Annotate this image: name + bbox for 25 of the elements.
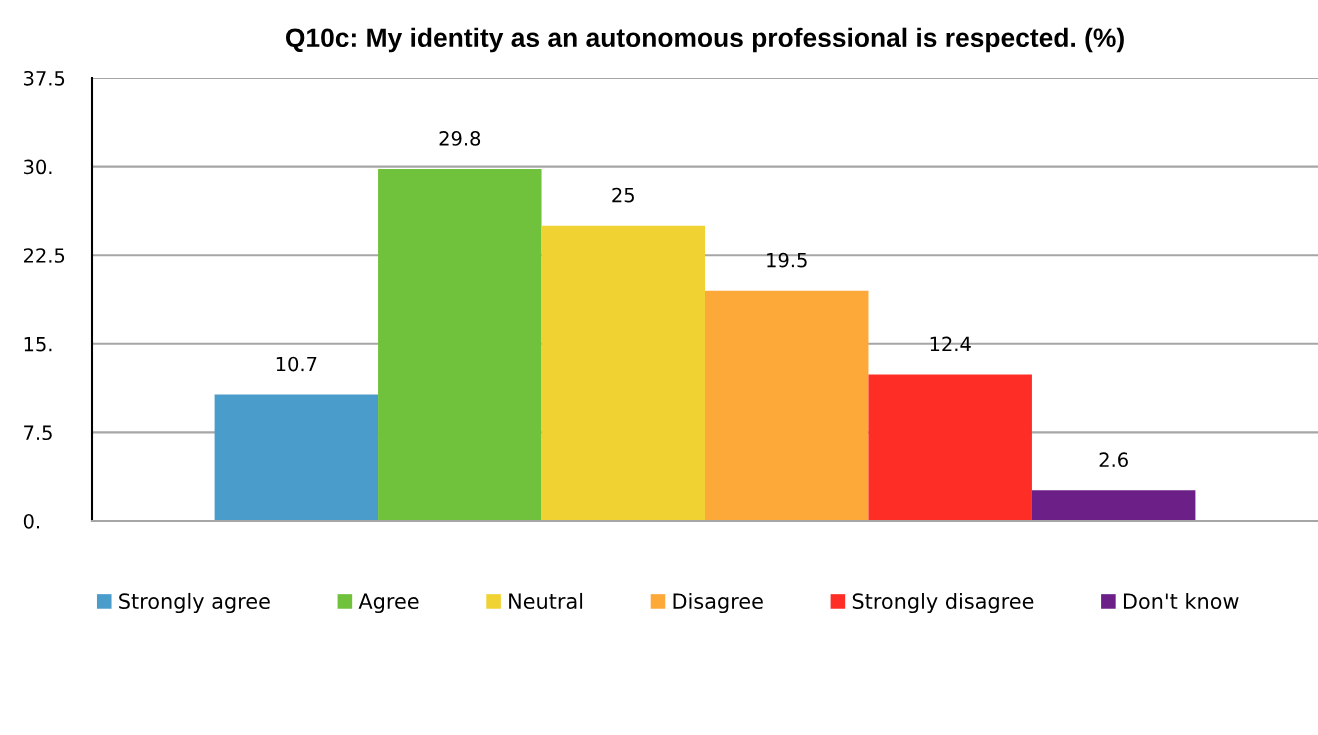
bar <box>378 168 542 521</box>
legend-label: Don't know <box>1123 592 1239 610</box>
chart-title: Q10c: My identity as an autonomous professional is respected. (%) <box>286 27 1124 53</box>
legend-label: Strongly agree <box>119 592 270 614</box>
data-label: 29.8 <box>439 131 481 146</box>
bar <box>705 290 869 521</box>
data-label: 10.7 <box>276 356 317 372</box>
y-tick-label: 15. <box>24 337 52 352</box>
data-label: 12.4 <box>930 336 971 352</box>
y-tick-label: 0. <box>23 513 40 529</box>
y-tick-label: 22.5 <box>23 248 65 263</box>
legend-label: Strongly disagree <box>852 592 1034 614</box>
y-tick-label: 30. <box>24 159 52 175</box>
bar <box>868 374 1032 521</box>
y-tick-label: 37.5 <box>24 70 65 86</box>
legend-label: Disagree <box>673 592 763 614</box>
legend-label: Agree <box>358 593 419 614</box>
y-tick-label: 7.5 <box>24 425 52 441</box>
bar <box>214 394 379 521</box>
data-label: 25 <box>612 187 634 203</box>
bar <box>541 225 705 521</box>
bar <box>1031 490 1196 521</box>
data-label: 19.5 <box>767 252 807 268</box>
data-label: 2.6 <box>1099 452 1128 468</box>
legend-label: Neutral <box>509 592 583 610</box>
